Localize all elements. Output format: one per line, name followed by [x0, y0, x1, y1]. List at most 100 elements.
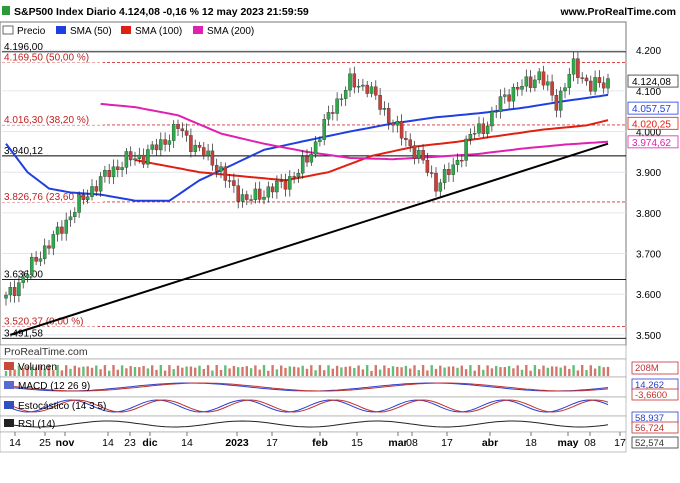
volume-bar	[503, 367, 506, 376]
volume-bar	[383, 365, 386, 376]
y-tick-label: 3.800	[636, 209, 661, 220]
indicator-panels	[4, 365, 610, 428]
volume-bar	[65, 365, 68, 376]
last-value-label: 4.124,08	[632, 77, 671, 88]
volume-bar	[211, 370, 214, 376]
volume-bar	[568, 368, 571, 376]
volume-bar	[219, 369, 223, 376]
x-tick-label: 23	[124, 437, 136, 449]
candle	[498, 96, 503, 112]
volume-bar	[22, 368, 25, 376]
stochastic-d-line	[5, 399, 609, 413]
rsi-panel	[0, 415, 627, 433]
volume-bar	[417, 370, 420, 376]
macd-panel	[0, 376, 627, 398]
macd-label: MACD (12 26 9)	[18, 381, 90, 392]
candle	[601, 82, 606, 89]
candle	[257, 188, 262, 200]
volume-label: Volumen	[18, 362, 57, 373]
fib-label-bg	[2, 113, 104, 125]
site-link[interactable]: www.ProRealTime.com	[559, 6, 676, 18]
candle	[214, 165, 219, 172]
volume-bar	[340, 367, 343, 376]
fib-label-bg	[2, 315, 98, 327]
volume-bar	[434, 368, 438, 376]
candle	[399, 120, 404, 139]
volume-bar	[520, 369, 524, 376]
volume-bar	[353, 367, 356, 376]
x-tick-label: abr	[482, 437, 498, 449]
candle	[283, 180, 288, 190]
candle	[266, 186, 271, 198]
volume-bar	[95, 365, 98, 376]
candle	[584, 77, 589, 82]
indicator-values: 208M 14,262 -3,6600 58,937 56,724 52,574	[631, 361, 679, 449]
candle	[253, 188, 258, 200]
candle	[464, 138, 468, 161]
volume-bar	[602, 367, 605, 376]
x-tick-label: mar	[388, 437, 407, 449]
candle	[563, 87, 567, 92]
volume-bar	[288, 366, 291, 376]
volume-bar	[228, 368, 231, 376]
volume-bar	[60, 370, 64, 376]
candle	[606, 78, 610, 89]
candle	[47, 245, 51, 249]
last-value-tag	[627, 135, 679, 149]
rsi-line	[5, 420, 609, 428]
volume-bar	[486, 365, 489, 376]
candle	[356, 86, 361, 88]
volume-bar	[90, 367, 94, 376]
candle	[395, 120, 400, 126]
stochastic-label: Estocástico (14 3 5)	[18, 401, 106, 412]
candle	[292, 176, 296, 178]
y-tick-label: 3.500	[636, 331, 661, 342]
candle	[593, 77, 597, 92]
candle	[128, 151, 133, 161]
x-tick-label: 08	[406, 437, 418, 449]
volume-bar	[331, 368, 334, 376]
up-arrow-icon	[2, 6, 10, 15]
candle	[335, 98, 339, 114]
candle	[589, 80, 593, 92]
rsi-value: 52,574	[635, 438, 664, 449]
volume-bar	[391, 366, 395, 376]
volume-bar	[267, 370, 270, 376]
candle	[193, 144, 197, 152]
volume-bar	[533, 365, 537, 376]
chart-title: S&P500 Index Diario 4.124,08 -0,16 % 12 …	[14, 6, 309, 18]
volume-bar	[447, 366, 451, 376]
volume-bar	[542, 365, 545, 376]
candle	[313, 141, 318, 155]
candle	[146, 149, 150, 165]
candle	[339, 98, 344, 100]
volume-bar	[262, 365, 266, 376]
volume-bar	[464, 369, 468, 376]
volume-bar	[155, 369, 158, 376]
candle	[232, 180, 236, 186]
volume-bar	[125, 368, 128, 376]
candle	[528, 76, 533, 88]
sma50-swatch	[56, 26, 66, 34]
volume-bar	[572, 365, 575, 376]
volume-bar	[245, 366, 248, 376]
volume-bar	[120, 365, 124, 376]
volume-bar	[525, 365, 528, 376]
x-tick-label: 17	[614, 437, 626, 449]
volume-bar	[237, 367, 240, 376]
level-label: 4.196,00	[4, 42, 43, 53]
candle	[524, 76, 529, 87]
y-tick-label: 4.200	[636, 46, 661, 57]
volume-bar	[151, 365, 154, 376]
volume-bar	[301, 365, 304, 376]
volume-bar	[163, 370, 167, 376]
candle	[597, 77, 602, 83]
sma100-swatch	[121, 26, 131, 34]
rsi-value-box	[631, 436, 679, 449]
volume-bar	[103, 365, 107, 376]
y-tick-label: 4.000	[636, 128, 661, 139]
trendline	[9, 142, 609, 336]
candle	[460, 159, 464, 162]
volume-bar	[77, 367, 81, 376]
candle	[374, 86, 378, 96]
